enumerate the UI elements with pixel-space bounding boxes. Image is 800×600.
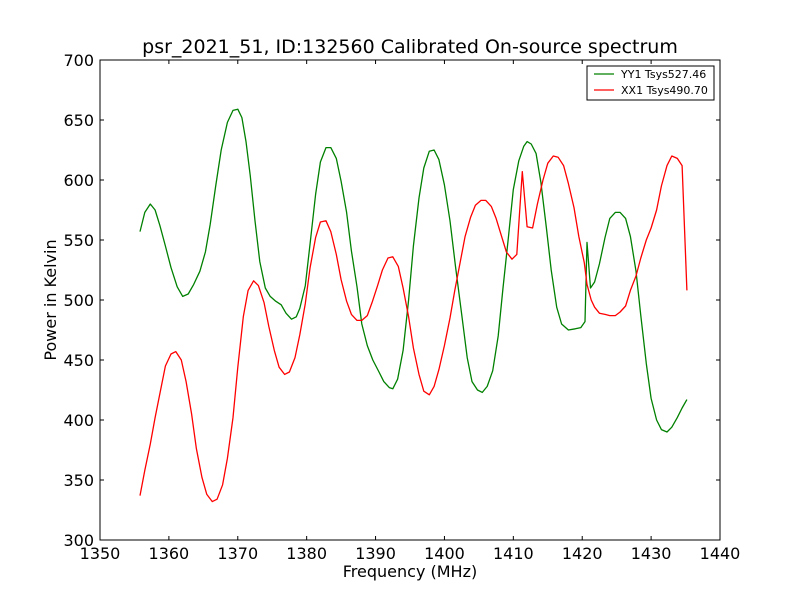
- x-tick-label: 1370: [217, 544, 258, 563]
- x-tick-label: 1420: [562, 544, 603, 563]
- ticks-layer: 1350 1360 1370 1380 1390 1400 1410 1420 1430 1440…: [63, 51, 740, 563]
- y-tick-label: 300: [63, 531, 94, 550]
- chart-title: psr_2021_51, ID:132560 Calibrated On-sou…: [142, 36, 678, 58]
- y-tick-label: 650: [63, 111, 94, 130]
- plot-area: [100, 60, 720, 540]
- y-tick-label: 550: [63, 231, 94, 250]
- x-tick-label: 1400: [424, 544, 465, 563]
- legend: YY1 Tsys527.46 XX1 Tsys490.70: [586, 65, 715, 101]
- x-tick-label: 1350: [80, 544, 121, 563]
- y-tick-label: 350: [63, 471, 94, 490]
- x-tick-label: 1440: [700, 544, 741, 563]
- x-tick-label: 1360: [149, 544, 190, 563]
- series-line-yy1: [139, 108, 688, 433]
- x-tick-label: 1380: [286, 544, 327, 563]
- y-tick-label: 400: [63, 411, 94, 430]
- legend-label-yy1: YY1 Tsys527.46: [620, 68, 706, 81]
- x-axis-label: Frequency (MHz): [343, 562, 477, 581]
- series-layer: [139, 108, 688, 503]
- y-tick-label: 500: [63, 291, 94, 310]
- x-tick-label: 1430: [631, 544, 672, 563]
- legend-box: [586, 65, 715, 101]
- y-tick-label: 450: [63, 351, 94, 370]
- legend-label-xx1: XX1 Tsys490.70: [621, 84, 708, 97]
- y-tick-label: 600: [63, 171, 94, 190]
- x-tick-label: 1410: [493, 544, 534, 563]
- series-line-xx1: [139, 155, 688, 503]
- y-axis-label: Power in Kelvin: [41, 239, 60, 360]
- y-tick-label: 700: [63, 51, 94, 70]
- x-tick-label: 1390: [355, 544, 396, 563]
